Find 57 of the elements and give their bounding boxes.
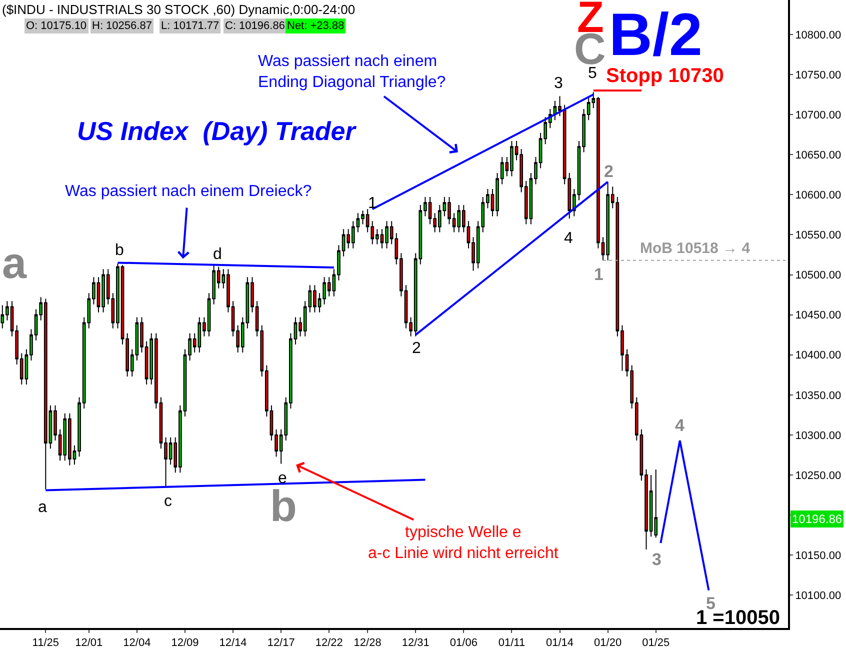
- annotation: Stopp 10730: [606, 65, 724, 87]
- annotation: 4: [564, 230, 573, 247]
- x-tick-label: 12/04: [123, 637, 151, 649]
- x-tick-label: 12/09: [171, 637, 199, 649]
- annotation: B/2: [609, 1, 702, 68]
- annotation: H: 10256.87: [92, 20, 152, 32]
- x-tick-label: 12/31: [402, 637, 430, 649]
- annotation: Was passiert nach einem Ending Diagonal Triangle?: [258, 53, 446, 91]
- annotation: a: [2, 239, 27, 288]
- y-tick-label: 10550.00: [795, 230, 842, 242]
- annotation: 2: [412, 340, 421, 357]
- annotation: Net: +23.88: [287, 20, 344, 32]
- annotation: typische Welle e a-c Linie wird nicht erreicht: [368, 524, 559, 562]
- x-tick-label: 12/22: [315, 637, 343, 649]
- annotation: 5: [706, 594, 716, 613]
- annotation: O: 10175.10: [26, 20, 87, 32]
- annotation: a: [38, 499, 47, 516]
- y-tick-label: 10350.00: [795, 390, 842, 402]
- x-tick-label: 12/01: [75, 637, 103, 649]
- y-tick-label: 10800.00: [795, 29, 842, 42]
- annotation: d: [213, 246, 222, 263]
- annotation: 3: [652, 550, 662, 569]
- annotation: Was passiert nach einem Dreieck?: [65, 183, 312, 200]
- x-tick-label: 01/25: [642, 637, 670, 649]
- annotation: 1: [368, 195, 377, 212]
- annotation: b: [115, 242, 124, 259]
- x-tick-label: 12/17: [267, 637, 295, 649]
- chart-title: ($INDU - INDUSTRIALS 30 STOCK ,60) Dynamic,0:00-24:00: [2, 2, 356, 17]
- x-tick-label: 11/25: [32, 637, 60, 649]
- y-tick-label: 10650.00: [795, 149, 842, 162]
- annotation: US Index (Day) Trader: [77, 116, 358, 146]
- y-tick-label: 10600.00: [795, 190, 842, 202]
- annotation: 3: [554, 75, 563, 92]
- y-tick-label: 10150.00: [795, 550, 842, 562]
- y-tick-label: 10500.00: [795, 270, 842, 282]
- annotation: L: 10171.77: [161, 20, 220, 32]
- y-tick-label: 10300.00: [795, 430, 842, 442]
- annotation: C: 10196.86: [225, 20, 285, 32]
- x-tick-label: 01/11: [498, 637, 526, 649]
- annotation: 4: [675, 416, 685, 435]
- x-tick-label: 01/14: [546, 637, 574, 649]
- text: 10196.86: [792, 512, 842, 526]
- y-tick-label: 10750.00: [795, 69, 842, 82]
- x-tick-label: 12/28: [354, 637, 382, 649]
- y-tick-label: 10400.00: [795, 350, 842, 362]
- annotation: c: [164, 493, 172, 510]
- x-tick-label: 01/20: [594, 637, 622, 649]
- y-tick-label: 10450.00: [795, 310, 842, 322]
- x-tick-label: 12/14: [219, 637, 247, 649]
- annotation: 1: [594, 265, 604, 284]
- annotation: 2: [604, 162, 614, 181]
- y-tick-label: 10100.00: [795, 590, 842, 602]
- annotation: MoB 10518 → 4: [640, 240, 751, 257]
- annotation: 5: [588, 65, 597, 82]
- y-tick-label: 10700.00: [795, 109, 842, 122]
- y-tick-label: 10250.00: [795, 470, 842, 482]
- x-tick-label: 01/06: [450, 637, 478, 649]
